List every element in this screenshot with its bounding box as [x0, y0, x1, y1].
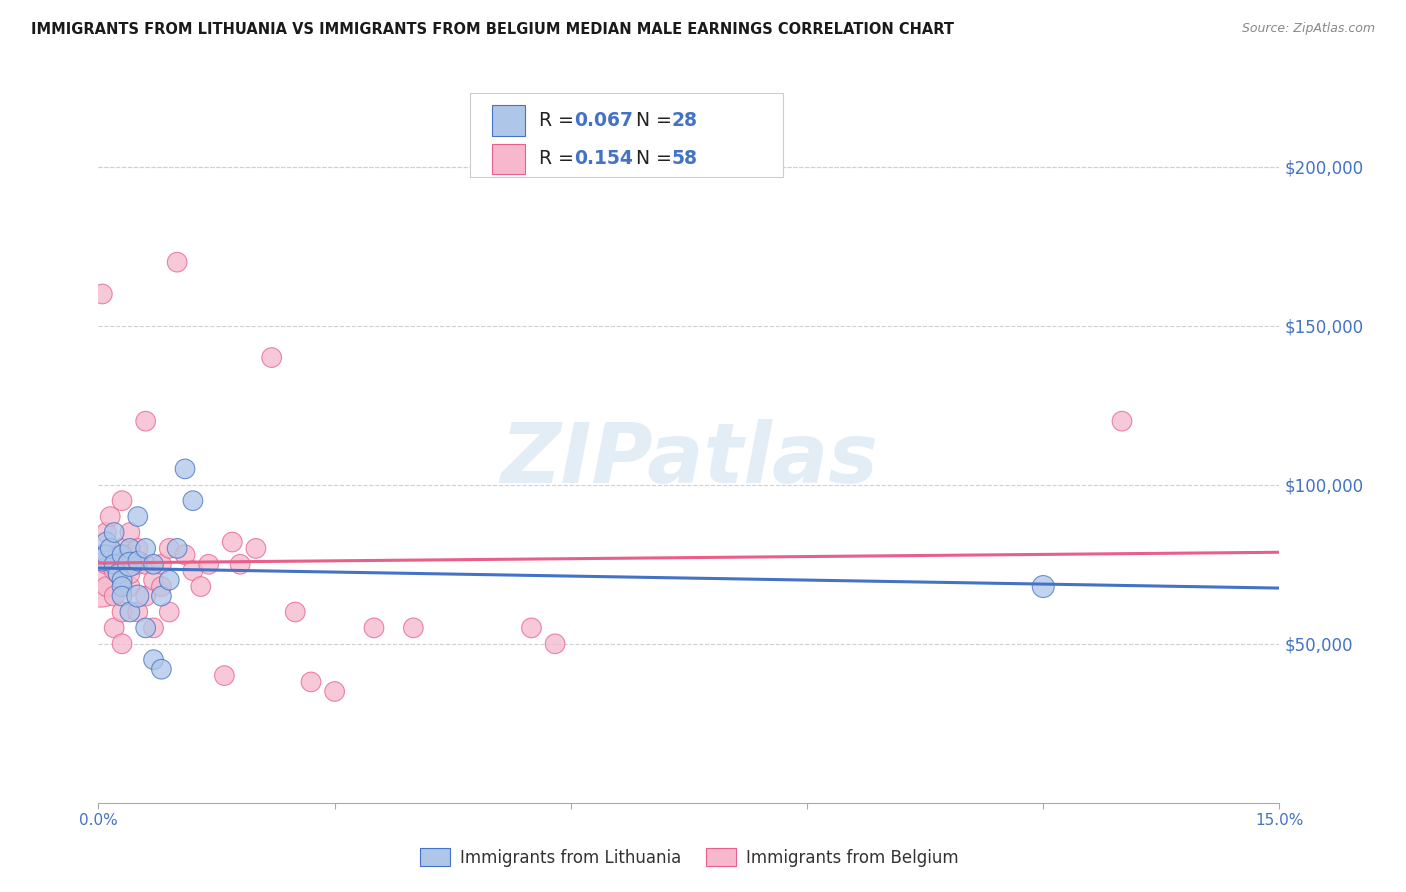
Point	[174, 548, 197, 562]
FancyBboxPatch shape	[471, 94, 783, 178]
Point	[135, 414, 157, 428]
Point	[118, 558, 141, 572]
Point	[118, 605, 141, 619]
Point	[118, 566, 141, 581]
Point	[135, 621, 157, 635]
Point	[111, 637, 134, 651]
Point	[299, 675, 322, 690]
Text: Source: ZipAtlas.com: Source: ZipAtlas.com	[1241, 22, 1375, 36]
Point	[118, 580, 141, 594]
Text: IMMIGRANTS FROM LITHUANIA VS IMMIGRANTS FROM BELGIUM MEDIAN MALE EARNINGS CORREL: IMMIGRANTS FROM LITHUANIA VS IMMIGRANTS …	[31, 22, 953, 37]
Point	[91, 550, 114, 565]
Point	[150, 662, 173, 676]
Point	[91, 287, 114, 301]
Text: R =: R =	[538, 150, 574, 169]
Point	[111, 580, 134, 594]
Point	[181, 564, 204, 578]
Point	[103, 548, 125, 562]
Point	[166, 255, 188, 269]
Point	[197, 558, 219, 572]
Text: R =: R =	[538, 111, 574, 129]
Point	[166, 541, 188, 556]
Point	[214, 668, 236, 682]
Point	[1032, 580, 1054, 594]
Point	[118, 525, 141, 540]
Point	[111, 493, 134, 508]
Point	[150, 580, 173, 594]
Point	[127, 541, 149, 556]
Point	[111, 605, 134, 619]
Point	[142, 653, 165, 667]
Point	[363, 621, 385, 635]
FancyBboxPatch shape	[492, 144, 524, 174]
Point	[111, 541, 134, 556]
Point	[284, 605, 307, 619]
Point	[118, 541, 141, 556]
Point	[127, 509, 149, 524]
Point	[150, 558, 173, 572]
Point	[1111, 414, 1133, 428]
Point	[260, 351, 283, 365]
Point	[103, 621, 125, 635]
Point	[181, 493, 204, 508]
Point	[190, 580, 212, 594]
Point	[96, 535, 118, 549]
Text: 0.067: 0.067	[575, 111, 633, 129]
FancyBboxPatch shape	[492, 105, 524, 136]
Text: 28: 28	[671, 111, 697, 129]
Point	[107, 566, 129, 581]
Point	[127, 605, 149, 619]
Point	[103, 558, 125, 572]
Point	[127, 554, 149, 568]
Point	[150, 589, 173, 603]
Text: N =: N =	[636, 111, 672, 129]
Point	[142, 558, 165, 572]
Point	[90, 573, 112, 587]
Point	[98, 558, 121, 572]
Legend: Immigrants from Lithuania, Immigrants from Belgium: Immigrants from Lithuania, Immigrants fr…	[411, 840, 967, 875]
Point	[96, 558, 118, 572]
Point	[135, 558, 157, 572]
Point	[520, 621, 543, 635]
Point	[111, 548, 134, 562]
Point	[127, 589, 149, 603]
Point	[174, 462, 197, 476]
Point	[98, 541, 121, 556]
Point	[142, 573, 165, 587]
Point	[96, 580, 118, 594]
Point	[103, 525, 125, 540]
Point	[111, 589, 134, 603]
Point	[142, 621, 165, 635]
Point	[157, 541, 180, 556]
Point	[229, 558, 252, 572]
Point	[118, 548, 141, 562]
Point	[245, 541, 267, 556]
Point	[103, 589, 125, 603]
Point	[544, 637, 567, 651]
Point	[127, 558, 149, 572]
Point	[221, 535, 243, 549]
Text: ZIPatlas: ZIPatlas	[501, 418, 877, 500]
Point	[402, 621, 425, 635]
Point	[135, 541, 157, 556]
Text: 0.154: 0.154	[575, 150, 633, 169]
Point	[323, 684, 346, 698]
Point	[103, 564, 125, 578]
Point	[98, 509, 121, 524]
Text: 58: 58	[671, 150, 697, 169]
Point	[107, 566, 129, 581]
Point	[157, 605, 180, 619]
Point	[111, 573, 134, 587]
Point	[96, 548, 118, 562]
Point	[135, 589, 157, 603]
Point	[157, 573, 180, 587]
Text: N =: N =	[636, 150, 672, 169]
Point	[96, 525, 118, 540]
